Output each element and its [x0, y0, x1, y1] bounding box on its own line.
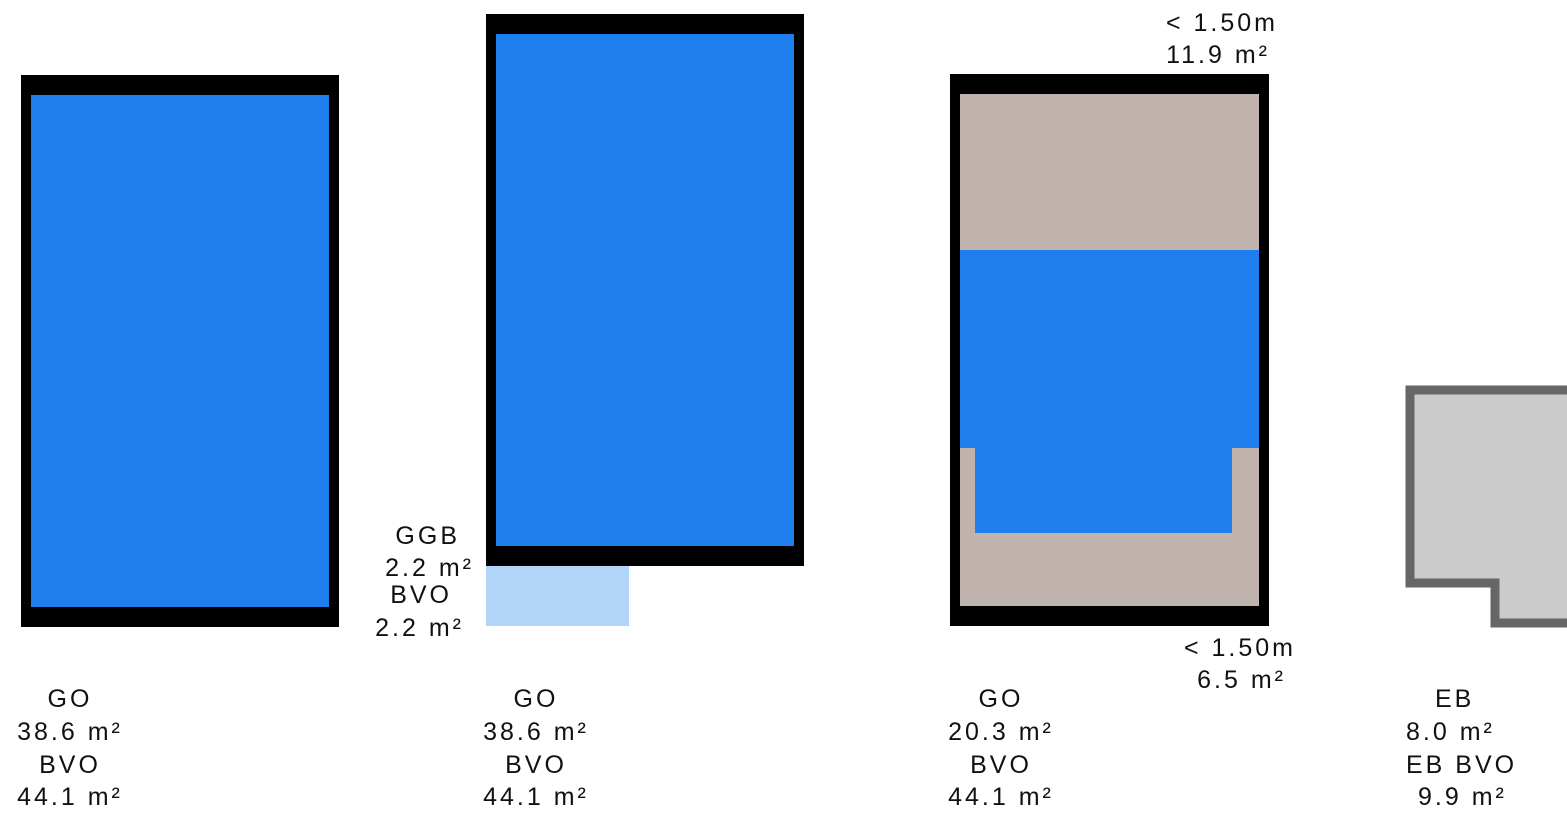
- floorplan-3-floor-area-lower: [975, 447, 1232, 533]
- floorplan-1-label-1: GO: [47, 685, 93, 713]
- floorplan-1-label-2: 38.6 m²: [17, 718, 123, 746]
- annex-label-2: 8.0 m²: [1406, 718, 1495, 746]
- bottom-zone-label-1: < 1.50m: [1183, 634, 1296, 662]
- annex-label-1: EB: [1435, 685, 1475, 713]
- floorplan-3-label-2: 20.3 m²: [948, 718, 1054, 746]
- floorplan-2-label-3: BVO: [505, 751, 567, 779]
- extension-label-1: GGB: [395, 522, 460, 550]
- floorplan-1-floor-area: [31, 95, 329, 607]
- top-zone-label-2: 11.9 m²: [1166, 41, 1270, 69]
- annex-shape: [1405, 385, 1567, 628]
- extension-label-2: 2.2 m²: [385, 554, 474, 582]
- floorplan-2-label-1: GO: [513, 685, 559, 713]
- floorplan-1-label-3: BVO: [39, 751, 101, 779]
- top-zone-label-1: < 1.50m: [1165, 9, 1278, 37]
- floorplan-2-floor-area: [496, 34, 794, 546]
- floorplan-3-label-1: GO: [978, 685, 1024, 713]
- floorplan-2-extension-area: [486, 566, 629, 626]
- annex-outline: [1405, 385, 1567, 628]
- extension-label-4: 2.2 m²: [375, 614, 464, 642]
- floorplan-2-label-4: 44.1 m²: [483, 783, 589, 811]
- floorplan-1-label-4: 44.1 m²: [17, 783, 123, 811]
- floorplan-3-label-3: BVO: [970, 751, 1032, 779]
- floorplan-2-label-2: 38.6 m²: [483, 718, 589, 746]
- extension-label-3: BVO: [390, 581, 452, 609]
- annex-label-4: 9.9 m²: [1418, 783, 1507, 811]
- floorplan-3-label-4: 44.1 m²: [948, 783, 1054, 811]
- annex-label-3: EB BVO: [1406, 751, 1518, 779]
- floorplan-3-floor-area-upper: [960, 250, 1259, 448]
- bottom-zone-label-2: 6.5 m²: [1197, 666, 1286, 694]
